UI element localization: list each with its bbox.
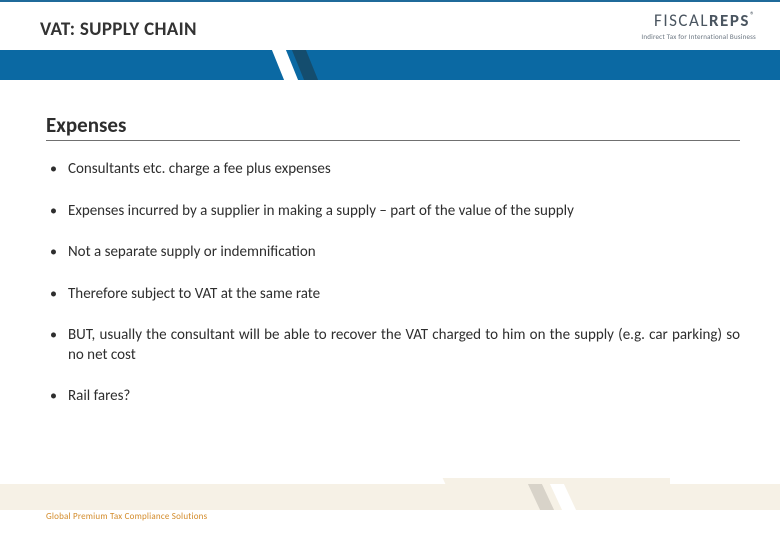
bullet-text: Consultants etc. charge a fee plus expen… [68, 160, 740, 180]
list-item: •BUT, usually the consultant will be abl… [50, 326, 740, 365]
logo-wordmark: FISCALREPS® [641, 10, 756, 31]
section-underline [46, 140, 740, 141]
bullet-icon: • [50, 202, 68, 220]
header-region: VAT: SUPPLY CHAIN FISCALREPS® Indirect T… [0, 2, 780, 50]
list-item: •Rail fares? [50, 387, 740, 407]
bullet-icon: • [50, 160, 68, 178]
footer-tagline: Global Premium Tax Compliance Solutions [46, 511, 207, 522]
footer-stripe [0, 484, 780, 510]
bullet-text: Therefore subject to VAT at the same rat… [68, 285, 740, 305]
bullet-text: Expenses incurred by a supplier in makin… [68, 202, 740, 222]
header-notch-decoration [278, 50, 312, 80]
bullet-text: Not a separate supply or indemnification [68, 243, 740, 263]
logo-text-bold: REPS [709, 10, 750, 31]
brand-logo: FISCALREPS® Indirect Tax for Internation… [641, 10, 756, 41]
list-item: •Not a separate supply or indemnificatio… [50, 243, 740, 263]
section-title: Expenses [46, 112, 126, 138]
list-item: •Expenses incurred by a supplier in maki… [50, 202, 740, 222]
bullet-icon: • [50, 243, 68, 261]
header-bar-gap [0, 80, 780, 84]
list-item: •Consultants etc. charge a fee plus expe… [50, 160, 740, 180]
header-blue-bar [0, 50, 780, 80]
bullet-text: Rail fares? [68, 387, 740, 407]
bullet-icon: • [50, 285, 68, 303]
slide: VAT: SUPPLY CHAIN FISCALREPS® Indirect T… [0, 0, 780, 540]
list-item: •Therefore subject to VAT at the same ra… [50, 285, 740, 305]
logo-tagline: Indirect Tax for International Business [641, 32, 756, 41]
slide-header-title: VAT: SUPPLY CHAIN [40, 18, 197, 41]
bullet-text: BUT, usually the consultant will be able… [68, 326, 740, 365]
bullet-list: •Consultants etc. charge a fee plus expe… [50, 160, 740, 429]
logo-registered-mark: ® [750, 10, 756, 21]
footer-notch-decoration [534, 484, 570, 510]
logo-text-thin: FISCAL [654, 10, 709, 31]
bullet-icon: • [50, 326, 68, 344]
bullet-icon: • [50, 387, 68, 405]
